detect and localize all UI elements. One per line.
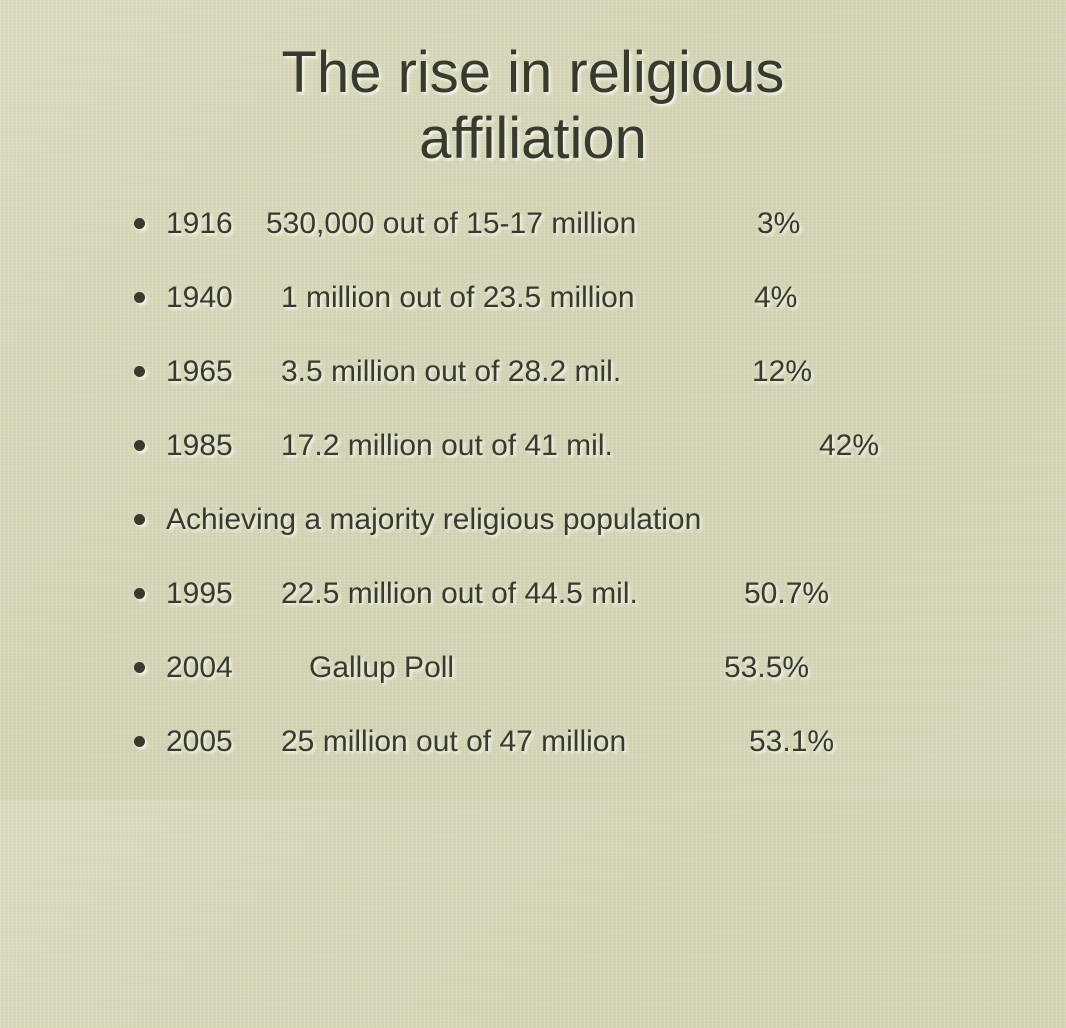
list-item: 1965 3.5 million out of 28.2 mil. 12% — [134, 346, 1034, 420]
list-item: 1995 22.5 million out of 44.5 mil. 50.7% — [134, 568, 1034, 642]
item-year: 1940 — [166, 281, 233, 314]
item-detail: 25 million out of 47 million — [281, 725, 627, 758]
bullet-icon — [134, 662, 145, 673]
item-text: Achieving a majority religious populatio… — [166, 503, 702, 536]
item-detail: 530,000 out of 15-17 million — [266, 207, 637, 240]
item-detail: 17.2 million out of 41 mil. — [281, 429, 613, 462]
item-percent: 4% — [754, 281, 798, 314]
item-year: 1985 — [166, 429, 233, 462]
title-line-2: affiliation — [419, 106, 647, 171]
bullet-icon — [134, 218, 145, 229]
item-detail: Gallup Poll — [309, 651, 455, 684]
bullet-icon — [134, 440, 145, 451]
bullet-icon — [134, 366, 145, 377]
item-percent: 53.5% — [724, 651, 810, 684]
item-detail: 3.5 million out of 28.2 mil. — [281, 355, 622, 388]
item-percent: 53.1% — [749, 725, 835, 758]
slide: The rise in religious affiliation 1916 5… — [0, 40, 1066, 790]
list-item: 2005 25 million out of 47 million 53.1% — [134, 716, 1034, 790]
item-year: 2004 — [166, 651, 233, 684]
list-item: 1985 17.2 million out of 41 mil. 42% — [134, 420, 1034, 494]
bullet-list: 1916 530,000 out of 15-17 million 3% 194… — [134, 198, 1034, 790]
item-year: 1916 — [166, 207, 233, 240]
item-detail: 1 million out of 23.5 million — [281, 281, 635, 314]
list-item: 2004 Gallup Poll 53.5% — [134, 642, 1034, 716]
item-year: 1965 — [166, 355, 233, 388]
item-percent: 3% — [757, 207, 801, 240]
list-item: Achieving a majority religious populatio… — [134, 494, 1034, 568]
list-item: 1940 1 million out of 23.5 million 4% — [134, 272, 1034, 346]
bullet-icon — [134, 588, 145, 599]
item-percent: 12% — [752, 355, 813, 388]
title-line-1: The rise in religious — [281, 40, 785, 105]
bullet-icon — [134, 736, 145, 747]
list-item: 1916 530,000 out of 15-17 million 3% — [134, 198, 1034, 272]
bullet-icon — [134, 292, 145, 303]
item-detail: 22.5 million out of 44.5 mil. — [281, 577, 638, 610]
item-year: 1995 — [166, 577, 233, 610]
item-year: 2005 — [166, 725, 233, 758]
slide-title: The rise in religious affiliation — [0, 40, 1066, 172]
bullet-icon — [134, 514, 145, 525]
item-percent: 42% — [819, 429, 880, 462]
item-percent: 50.7% — [744, 577, 830, 610]
